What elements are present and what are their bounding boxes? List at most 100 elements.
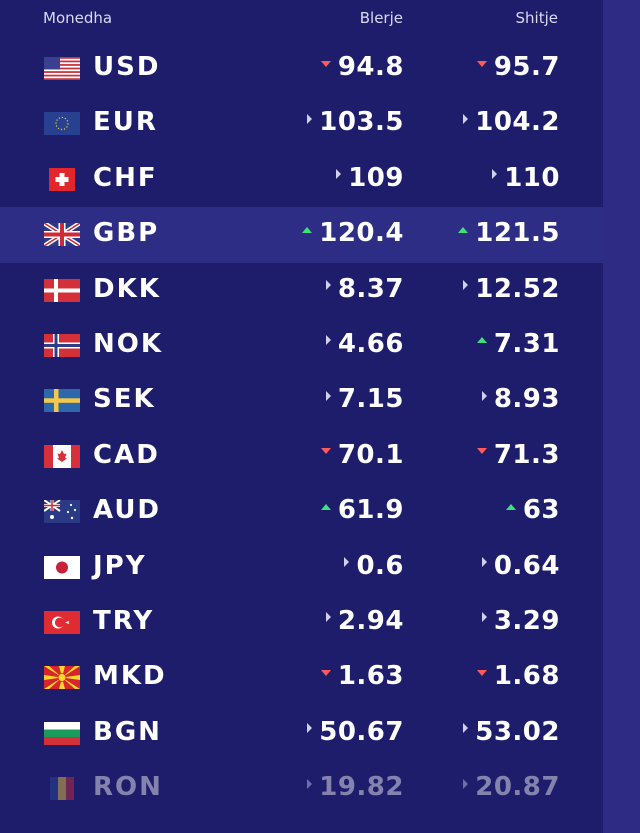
- trend-up-icon: [320, 503, 331, 510]
- buy-rate-value: 19.82: [319, 772, 404, 803]
- currency-code: DKK: [93, 273, 161, 304]
- trend-up-icon: [476, 337, 487, 344]
- sell-rate: 63: [505, 495, 560, 525]
- header-buy: Blerje: [359, 9, 403, 27]
- bg-flag-icon: [44, 721, 80, 745]
- buy-rate-value: 50.67: [319, 716, 404, 747]
- sell-rate-value: 1.68: [493, 661, 560, 692]
- sell-rate-value: 8.93: [493, 384, 560, 415]
- currency-code: CAD: [93, 439, 160, 470]
- rate-row-nok[interactable]: NOK 4.66 7.31: [0, 318, 603, 373]
- buy-rate-value: 109: [348, 162, 404, 193]
- trend-flat-icon: [325, 335, 331, 346]
- us-flag-icon: [44, 57, 80, 80]
- trend-flat-icon: [492, 169, 498, 180]
- buy-rate-value: 7.15: [337, 384, 404, 415]
- trend-flat-icon: [463, 778, 469, 789]
- currency-code: NOK: [93, 328, 164, 359]
- buy-rate: 70.1: [320, 439, 404, 470]
- side-strip: [603, 0, 640, 833]
- sell-rate-value: 0.64: [493, 550, 560, 581]
- sell-rate-value: 3.29: [493, 605, 560, 636]
- trend-down-icon: [476, 669, 487, 676]
- buy-rate-value: 0.6: [356, 550, 404, 581]
- currency-code: BGN: [93, 716, 162, 747]
- buy-rate-value: 1.63: [337, 661, 404, 692]
- buy-rate-value: 61.9: [337, 495, 404, 526]
- eu-flag-icon: [44, 112, 80, 136]
- buy-rate-value: 8.37: [337, 273, 404, 304]
- rate-list: USD 94.8 95.7 EUR 103.5 104.2 CHF 109 110 GBP 120.…: [0, 41, 603, 816]
- rate-row-gbp[interactable]: GBP 120.4 121.5: [0, 207, 603, 263]
- trend-flat-icon: [344, 557, 350, 568]
- currency-code: TRY: [93, 605, 155, 636]
- ro-flag-icon: [44, 777, 80, 801]
- rate-row-try[interactable]: TRY 2.94 3.29: [0, 595, 603, 650]
- sell-rate-value: 53.02: [475, 716, 560, 747]
- currency-code: SEK: [93, 384, 156, 415]
- buy-rate-value: 2.94: [337, 605, 404, 636]
- sell-rate: 121.5: [458, 218, 560, 248]
- rate-row-aud[interactable]: AUD 61.9 63: [0, 484, 603, 539]
- sell-rate: 7.31: [476, 328, 560, 359]
- buy-rate-value: 4.66: [337, 328, 404, 359]
- sell-rate-value: 7.31: [493, 328, 560, 359]
- trend-flat-icon: [481, 557, 487, 568]
- trend-down-icon: [320, 60, 331, 67]
- rate-row-dkk[interactable]: DKK 8.37 12.52: [0, 263, 603, 318]
- trend-flat-icon: [481, 390, 487, 401]
- gb-flag-icon: [44, 223, 80, 247]
- sell-rate: 71.3: [476, 439, 560, 470]
- currency-code: AUD: [93, 495, 162, 526]
- sell-rate: 104.2: [463, 107, 560, 137]
- rate-row-cad[interactable]: CAD 70.1 71.3: [0, 429, 603, 484]
- rate-row-jpy[interactable]: JPY 0.6 0.64: [0, 540, 603, 595]
- sell-rate-value: 12.52: [475, 273, 560, 304]
- rate-row-mkd[interactable]: MKD 1.63 1.68: [0, 650, 603, 705]
- trend-flat-icon: [336, 169, 342, 180]
- dk-flag-icon: [44, 278, 80, 302]
- header-sell: Shitje: [515, 9, 558, 27]
- buy-rate: 0.6: [344, 551, 404, 581]
- sell-rate-value: 104.2: [475, 107, 560, 138]
- buy-rate: 120.4: [302, 218, 404, 248]
- trend-up-icon: [505, 503, 516, 510]
- trend-flat-icon: [307, 723, 313, 734]
- buy-rate-value: 120.4: [319, 218, 404, 249]
- sell-rate: 110: [492, 163, 560, 193]
- trend-flat-icon: [463, 723, 469, 734]
- sell-rate: 8.93: [481, 384, 560, 415]
- rate-row-sek[interactable]: SEK 7.15 8.93: [0, 373, 603, 428]
- jp-flag-icon: [44, 555, 80, 579]
- rate-row-ron[interactable]: RON 19.82 20.87: [0, 761, 603, 816]
- tr-flag-icon: [44, 610, 80, 634]
- sell-rate-value: 95.7: [493, 52, 560, 82]
- buy-rate: 109: [336, 163, 404, 193]
- buy-rate-value: 70.1: [337, 439, 404, 470]
- sell-rate-value: 71.3: [493, 439, 560, 470]
- rate-row-chf[interactable]: CHF 109 110: [0, 152, 603, 207]
- rate-row-eur[interactable]: EUR 103.5 104.2: [0, 96, 603, 151]
- trend-flat-icon: [307, 113, 313, 124]
- currency-code: USD: [93, 52, 161, 82]
- currency-code: RON: [93, 772, 163, 803]
- trend-flat-icon: [325, 612, 331, 623]
- rate-row-bgn[interactable]: BGN 50.67 53.02: [0, 706, 603, 761]
- sell-rate: 0.64: [481, 550, 560, 581]
- sell-rate: 95.7: [476, 52, 560, 82]
- sell-rate: 20.87: [463, 772, 560, 802]
- sell-rate: 3.29: [481, 605, 560, 636]
- trend-flat-icon: [463, 280, 469, 291]
- currency-code: MKD: [93, 661, 167, 692]
- buy-rate: 1.63: [320, 661, 404, 692]
- trend-down-icon: [476, 60, 487, 67]
- buy-rate: 7.15: [325, 384, 404, 415]
- ch-flag-icon: [44, 167, 80, 191]
- trend-up-icon: [458, 226, 469, 233]
- rate-row-usd[interactable]: USD 94.8 95.7: [0, 41, 603, 96]
- sell-rate: 53.02: [463, 717, 560, 747]
- buy-rate: 103.5: [307, 107, 404, 137]
- trend-flat-icon: [307, 778, 313, 789]
- se-flag-icon: [44, 389, 80, 413]
- sell-rate: 12.52: [463, 274, 560, 304]
